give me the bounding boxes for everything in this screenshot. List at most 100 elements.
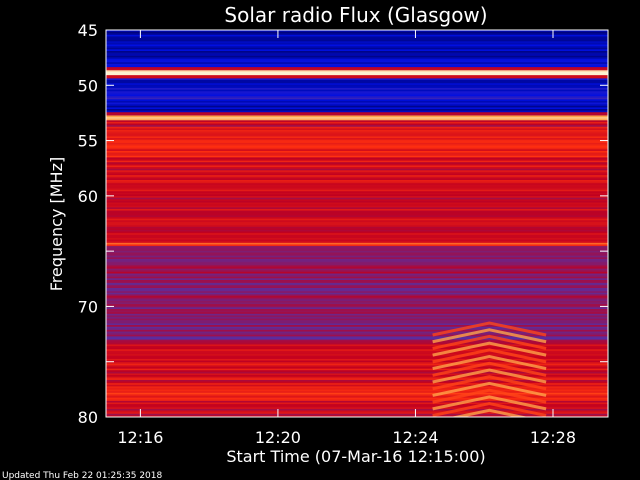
spectrum-row (106, 328, 608, 331)
spectrum-row (106, 375, 608, 378)
spectrum-row (106, 337, 608, 341)
spectrum-row (106, 141, 608, 144)
spectrum-row (106, 154, 608, 157)
spectrum-row (106, 181, 608, 184)
spectrum-row (106, 41, 608, 44)
spectrum-row (106, 296, 608, 299)
spectrum-row (106, 304, 608, 307)
spectrum-row (106, 175, 608, 178)
spectrum-row (106, 38, 608, 41)
spectrum-row (106, 121, 608, 125)
x-tick-label: 12:20 (255, 428, 301, 447)
spectrum-row (106, 117, 608, 120)
spectrum-row (106, 381, 608, 384)
spectrum-row (106, 297, 608, 300)
burst-chevron (432, 388, 547, 404)
burst-chevron (432, 334, 547, 350)
spectrum-row (106, 146, 608, 149)
spectrum-row (106, 276, 608, 279)
spectrum-row (106, 349, 608, 352)
spectrum-row (106, 152, 608, 155)
spectrum-row (106, 205, 608, 208)
spectrum-row (106, 75, 608, 78)
spectrum-row (106, 294, 608, 297)
spectrum-row (106, 223, 608, 226)
spectrum-row (106, 292, 608, 296)
spectrum-row (106, 407, 608, 410)
spectrum-row (106, 262, 608, 265)
spectrum-row (106, 168, 608, 171)
spectrum-row (106, 115, 608, 118)
spectrum-row (106, 91, 608, 94)
spectrum-row (106, 202, 608, 205)
spectrum-row (106, 133, 608, 136)
spectrum-row (106, 360, 608, 363)
spectrum-row (106, 99, 608, 102)
footer-updated: Updated Thu Feb 22 01:25:35 2018 (2, 471, 163, 480)
spectrum-row (106, 254, 608, 257)
spectrum-row (106, 238, 608, 241)
spectrum-row (106, 212, 608, 215)
x-tick-label: 12:28 (530, 428, 576, 447)
spectrum-row (106, 275, 608, 278)
spectrum-row (106, 289, 608, 292)
spectrum-row (106, 163, 608, 167)
spectrum-row (106, 188, 608, 191)
spectrum-row (106, 155, 608, 158)
spectrum-row (106, 397, 608, 400)
spectrum-row (106, 55, 608, 59)
spectrum-row (106, 30, 608, 33)
spectrum-row (106, 278, 608, 281)
plot-frame (105, 29, 609, 418)
spectrum-row (106, 246, 608, 249)
spectrum-row (106, 112, 608, 115)
spectrum-row (106, 302, 608, 305)
x-axis: 12:16 12:20 12:24 12:28 (117, 30, 576, 447)
spectrum-row (106, 218, 608, 221)
spectrum-row (106, 260, 608, 263)
spectrum-row (106, 228, 608, 231)
spectrum-row (106, 373, 608, 376)
burst-chevron (432, 361, 547, 377)
spectrum-row (106, 78, 608, 81)
y-tick-label: 60 (78, 187, 98, 206)
spectrum-row (106, 92, 608, 96)
spectrum-row (106, 352, 608, 355)
spectrum-row (106, 165, 608, 168)
spectrum-row (106, 234, 608, 237)
spectrum-row (106, 415, 608, 417)
spectrum-row (106, 94, 608, 97)
spectrum-row (106, 167, 608, 170)
spectrum-row (106, 60, 608, 63)
burst-chevron (432, 395, 547, 411)
spectrum-row (106, 250, 608, 254)
spectrum-row (106, 96, 608, 99)
spectrum-row (106, 386, 608, 389)
spectrum-row (106, 323, 608, 326)
spectrum-row (106, 54, 608, 57)
spectrum-row (106, 229, 608, 233)
spectrum-row (106, 329, 608, 333)
spectrum-row (106, 173, 608, 176)
spectrum-row (106, 31, 608, 34)
spectrum-row (106, 73, 608, 76)
spectrum-row (106, 59, 608, 62)
spectrum-row (106, 410, 608, 413)
spectrum-row (106, 136, 608, 139)
spectrum-row (106, 157, 608, 160)
spectrum-row (106, 129, 608, 133)
spectrum-row (106, 196, 608, 199)
spectrum-row (106, 326, 608, 329)
spectrum-row (106, 402, 608, 405)
spectrum-row (106, 268, 608, 271)
spectrum-row (106, 208, 608, 212)
spectrum-row (106, 389, 608, 392)
spectrum-row (106, 57, 608, 60)
spectrum-row (106, 102, 608, 105)
spectrum-row (106, 255, 608, 258)
y-axis: 45 50 55 60 70 80 (78, 21, 608, 427)
spectrum-row (106, 265, 608, 268)
spectrum-row (106, 131, 608, 134)
